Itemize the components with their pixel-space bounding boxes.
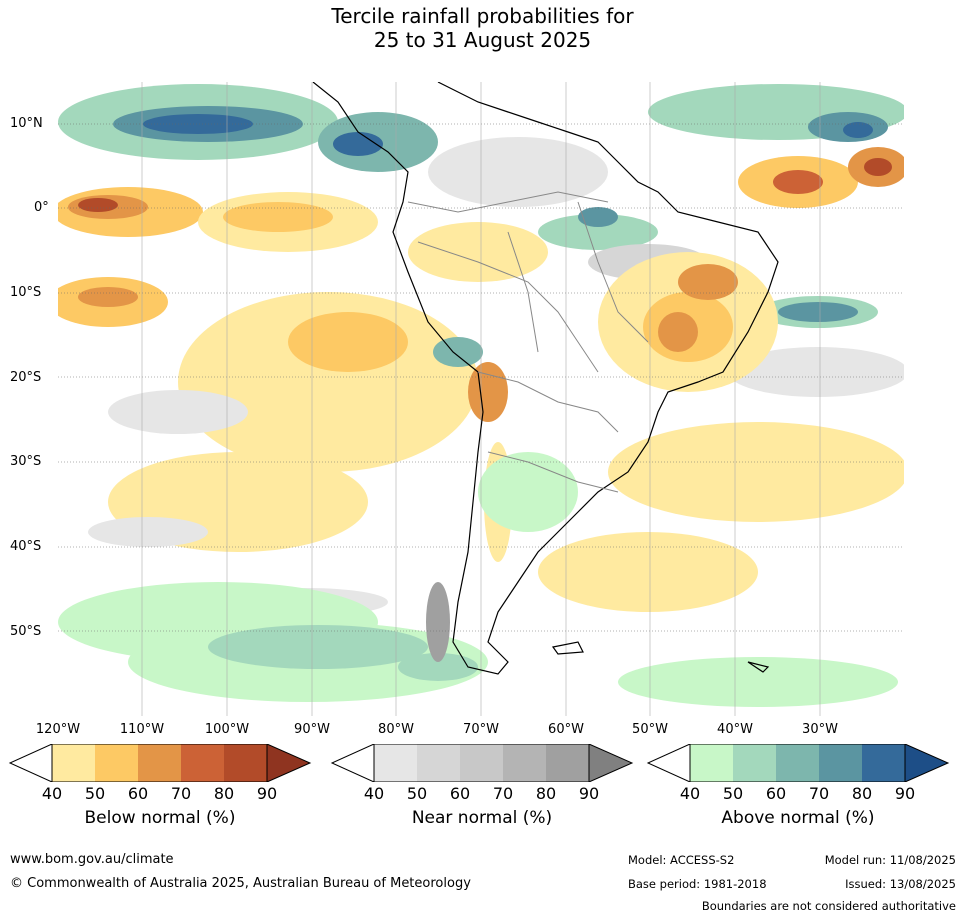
below-swatch-50 — [95, 744, 138, 782]
base-period-text: Base period: 1981-2018 — [628, 877, 767, 891]
near-tick-80: 80 — [535, 784, 557, 803]
above-swatch-50 — [733, 744, 776, 782]
above-tick-60: 60 — [765, 784, 787, 803]
near-swatch-90 — [589, 744, 632, 782]
country-boundaries — [407, 191, 649, 493]
below-swatch-80 — [224, 744, 267, 782]
lon-label-60w: 60°W — [548, 722, 584, 737]
below-swatch-90 — [267, 744, 310, 782]
above-tick-70: 70 — [808, 784, 830, 803]
model-text: Model: ACCESS-S2 — [628, 853, 735, 867]
above-swatch-40 — [690, 744, 733, 782]
map-title: Tercile rainfall probabilities for 25 to… — [0, 4, 965, 52]
title-line-2: 25 to 31 August 2025 — [373, 28, 592, 52]
near-normal-colorbar — [330, 744, 634, 782]
near-tick-90: 90 — [578, 784, 600, 803]
lon-label-110w: 110°W — [119, 722, 165, 737]
below-normal-colorbar — [8, 744, 312, 782]
above-swatch-80 — [862, 744, 905, 782]
lat-label-40s: 40°S — [10, 539, 42, 554]
issued-text: Issued: 13/08/2025 — [845, 877, 956, 891]
probability-field — [58, 84, 904, 707]
near-colorbar-label: Near normal (%) — [411, 808, 553, 828]
lat-label-10s: 10°S — [10, 285, 42, 300]
below-tick-50: 50 — [84, 784, 106, 803]
above-normal-colorbar — [646, 744, 950, 782]
above-tick-50: 50 — [722, 784, 744, 803]
lon-label-80w: 80°W — [378, 722, 414, 737]
title-line-1: Tercile rainfall probabilities for — [331, 4, 634, 28]
lon-label-40w: 40°W — [717, 722, 753, 737]
below-tick-70: 70 — [170, 784, 192, 803]
below-tick-60: 60 — [127, 784, 149, 803]
near-swatch-60 — [460, 744, 503, 782]
lat-label-10n: 10°N — [10, 116, 43, 131]
above-swatch-90 — [905, 744, 948, 782]
above-tick-40: 40 — [679, 784, 701, 803]
below-tick-90: 90 — [256, 784, 278, 803]
near-swatch-80 — [546, 744, 589, 782]
above-tick-90: 90 — [894, 784, 916, 803]
lon-label-120w: 120°W — [35, 722, 81, 737]
lon-label-90w: 90°W — [294, 722, 330, 737]
above-colorbar-label: Above normal (%) — [721, 808, 875, 828]
lat-label-30s: 30°S — [10, 454, 42, 469]
near-swatch-40 — [374, 744, 417, 782]
lat-label-20s: 20°S — [10, 370, 42, 385]
below-swatch-70 — [181, 744, 224, 782]
below-tick-40: 40 — [41, 784, 63, 803]
lon-label-70w: 70°W — [463, 722, 499, 737]
website-link[interactable]: www.bom.gov.au/climate — [10, 852, 174, 867]
near-tick-50: 50 — [406, 784, 428, 803]
lon-label-100w: 100°W — [204, 722, 250, 737]
model-run-text: Model run: 11/08/2025 — [824, 853, 956, 867]
above-swatch-70 — [819, 744, 862, 782]
below-swatch-60 — [138, 744, 181, 782]
near-tick-40: 40 — [363, 784, 385, 803]
map-canvas — [58, 82, 904, 716]
above-tick-80: 80 — [851, 784, 873, 803]
lat-label-50s: 50°S — [10, 624, 42, 639]
near-tick-60: 60 — [449, 784, 471, 803]
near-tick-70: 70 — [492, 784, 514, 803]
below-swatch-40 — [52, 744, 95, 782]
above-swatch-60 — [776, 744, 819, 782]
coastline — [312, 82, 779, 675]
lat-label-0: 0° — [34, 200, 49, 215]
below-colorbar-label: Below normal (%) — [84, 808, 236, 828]
lon-label-30w: 30°W — [802, 722, 838, 737]
near-swatch-70 — [503, 744, 546, 782]
copyright-text: © Commonwealth of Australia 2025, Austra… — [10, 876, 471, 891]
rainfall-probability-map — [58, 82, 904, 716]
below-tick-80: 80 — [213, 784, 235, 803]
near-swatch-50 — [417, 744, 460, 782]
lon-label-50w: 50°W — [632, 722, 668, 737]
boundaries-note: Boundaries are not considered authoritat… — [701, 899, 956, 913]
